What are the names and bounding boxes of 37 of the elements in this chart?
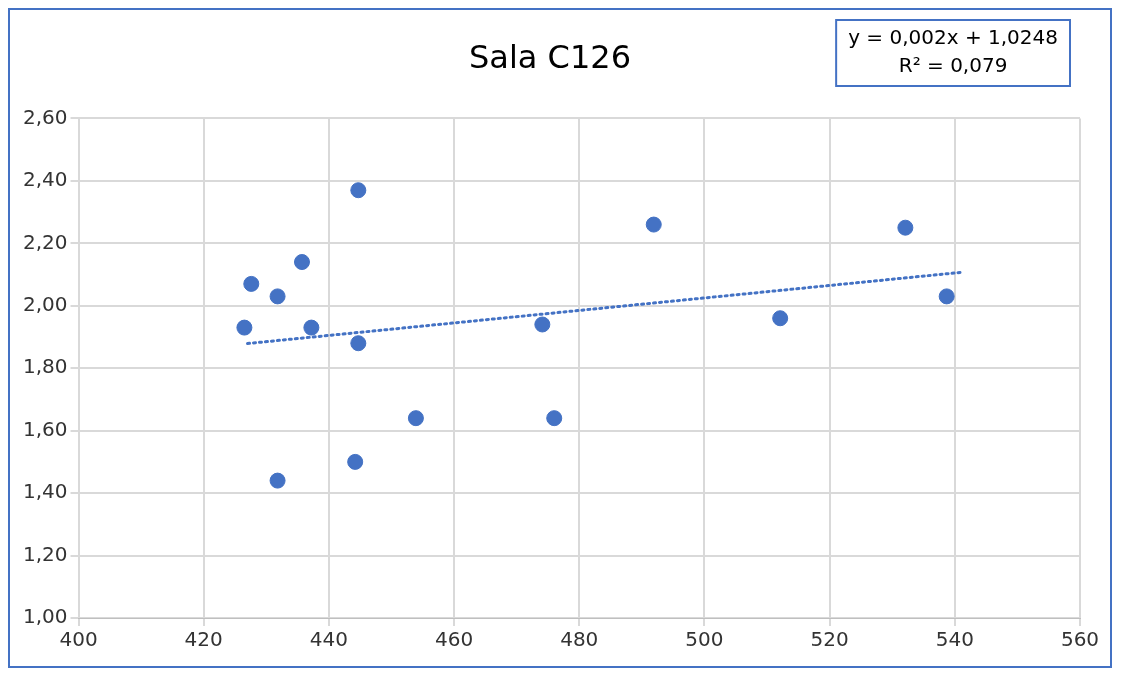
x-tick-label: 440 (309, 627, 348, 652)
y-tick-label: 1,40 (23, 479, 68, 504)
point (772, 310, 789, 327)
point (243, 275, 260, 292)
point (350, 182, 367, 199)
point (236, 319, 253, 336)
y-tick-label: 2,60 (23, 104, 68, 129)
x-tick-label: 460 (434, 627, 474, 652)
point (350, 335, 367, 352)
y-tick-label: 1,60 (23, 416, 68, 441)
text: R² = 0,079 (898, 53, 1008, 78)
x-tick-label: 560 (1060, 627, 1100, 652)
text: y = 0,002x + 1,0248 (848, 25, 1058, 50)
point (407, 410, 424, 427)
x-tick-label: 500 (685, 627, 724, 652)
point (269, 288, 286, 305)
point (938, 288, 955, 305)
y-tick-label: 1,00 (23, 604, 68, 629)
x-tick-label: 520 (810, 627, 849, 652)
point (347, 453, 364, 470)
point (293, 254, 310, 271)
point (546, 410, 563, 427)
x-tick-label: 540 (935, 627, 974, 652)
x-tick-label: 420 (184, 627, 223, 652)
point (534, 316, 551, 333)
y-tick-label: 2,20 (23, 229, 68, 254)
chart-title: Sala C126 (468, 37, 632, 76)
x-tick-label: 400 (59, 627, 98, 652)
y-tick-label: 1,20 (23, 541, 68, 566)
y-tick-label: 2,40 (23, 167, 68, 192)
point (303, 319, 320, 336)
y-tick-label: 2,00 (23, 291, 68, 316)
point (897, 219, 914, 236)
x-tick-label: 480 (560, 627, 599, 652)
point (645, 216, 662, 233)
point (269, 472, 286, 489)
y-tick-label: 1,80 (23, 354, 68, 379)
